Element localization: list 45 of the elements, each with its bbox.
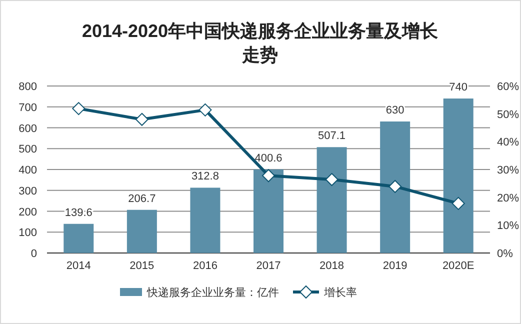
y-tick-label: 600 xyxy=(18,122,37,135)
x-tick-label: 2018 xyxy=(320,260,344,272)
data-label: 630 xyxy=(386,104,404,116)
y2-tick-label: 50% xyxy=(497,108,520,121)
point xyxy=(325,173,338,186)
bar xyxy=(380,121,410,253)
y-tick-label: 500 xyxy=(18,144,37,156)
x-tick-label: 2019 xyxy=(382,260,408,272)
data-label: 507.1 xyxy=(318,130,346,142)
legend-label: 快递服务企业业务量：亿件 xyxy=(146,286,279,299)
legend-label: 增长率 xyxy=(323,286,357,299)
y-tick-label: 100 xyxy=(18,227,37,240)
bar xyxy=(126,210,157,253)
bar xyxy=(443,98,474,253)
y-tick-label: 200 xyxy=(18,206,37,218)
point xyxy=(388,180,402,193)
point xyxy=(198,103,212,116)
point xyxy=(452,196,465,210)
x-tick-label: 2015 xyxy=(130,260,154,272)
point xyxy=(72,102,86,116)
y2-tick-label: 40% xyxy=(497,136,520,149)
y2-tick-label: 30% xyxy=(497,164,520,176)
data-label: 312.8 xyxy=(191,170,219,183)
x-tick-label: 2016 xyxy=(192,260,218,272)
y-tick-label: 300 xyxy=(18,185,37,198)
data-label: 206.7 xyxy=(128,192,156,205)
y2-tick-label: 0% xyxy=(497,248,514,260)
data-label: 400.6 xyxy=(254,152,282,164)
point xyxy=(262,169,275,182)
bar xyxy=(316,147,347,253)
y2-tick-label: 10% xyxy=(497,220,520,232)
point xyxy=(135,112,148,126)
y-tick-label: 400 xyxy=(18,164,37,176)
y-tick-label: 700 xyxy=(18,102,37,114)
x-tick-label: 2017 xyxy=(256,260,281,272)
x-tick-label: 2020E xyxy=(442,260,474,272)
y2-tick-label: 20% xyxy=(497,192,520,204)
bar xyxy=(254,169,284,253)
bar xyxy=(64,224,94,253)
y2-tick-label: 60% xyxy=(497,81,520,93)
bar xyxy=(190,188,220,253)
y-tick-label: 0 xyxy=(30,248,37,260)
chart-title: 2014-2020年中国快递服务企业业务量及增长走势 xyxy=(82,21,440,65)
x-tick-label: 2014 xyxy=(66,260,91,272)
y-tick-label: 800 xyxy=(18,81,37,93)
